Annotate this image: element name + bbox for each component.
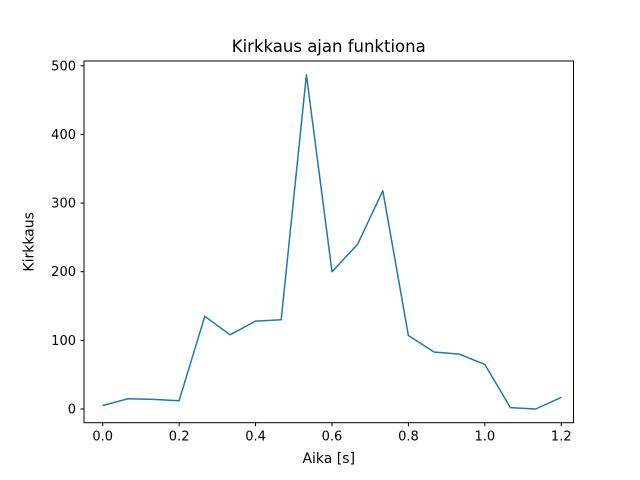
x-tick-labels: 0.0 0.2 0.4 0.6 0.8 1.0 1.2 [92, 430, 571, 445]
x-tick-label: 0.4 [245, 430, 266, 445]
y-tick-label: 300 [51, 197, 76, 212]
y-tick-label: 500 [51, 59, 76, 74]
x-tick-label: 0.8 [398, 430, 419, 445]
y-tick-label: 100 [51, 334, 76, 349]
y-tick-label: 0 [68, 402, 76, 417]
x-tick-label: 0.6 [322, 430, 343, 445]
x-tick-label: 0.2 [169, 430, 190, 445]
x-tick-label: 1.2 [551, 430, 572, 445]
data-series [102, 73, 562, 410]
x-axis-label: Aika [s] [302, 451, 355, 467]
axis-ticks [80, 65, 562, 427]
y-tick-label: 400 [51, 128, 76, 143]
brightness-line [102, 73, 562, 410]
x-tick-label: 1.0 [475, 430, 496, 445]
x-tick-label: 0.0 [92, 430, 113, 445]
y-axis-label: Kirkkaus [22, 212, 38, 272]
y-tick-labels: 0 100 200 300 400 500 [51, 59, 76, 417]
y-tick-label: 200 [51, 265, 76, 280]
chart-title: Kirkkaus ajan funktiona [232, 37, 426, 56]
